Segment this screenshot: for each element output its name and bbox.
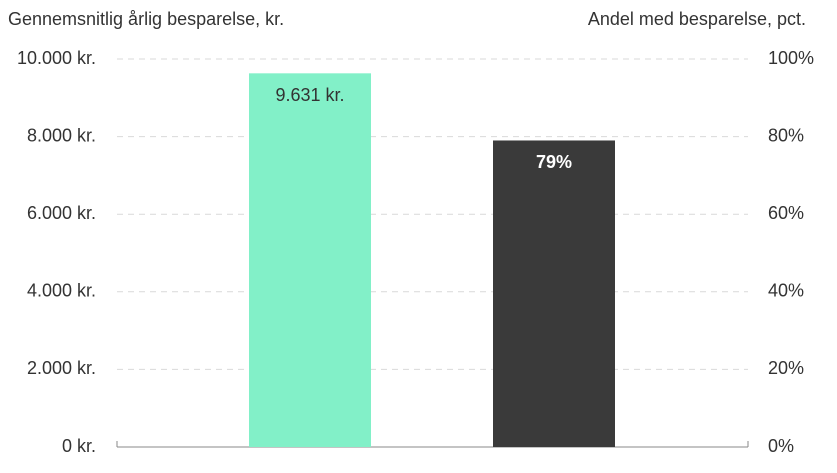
y-axis-title: Gennemsnitlig årlig besparelse, kr.	[8, 9, 284, 29]
bar	[249, 73, 371, 447]
y-tick-label: 0 kr.	[62, 436, 96, 456]
y-tick-label: 2.000 kr.	[27, 358, 96, 378]
y2-tick-label: 20%	[768, 358, 804, 378]
y-tick-label: 4.000 kr.	[27, 281, 96, 301]
y2-tick-label: 100%	[768, 48, 814, 68]
y-tick-label: 8.000 kr.	[27, 125, 96, 145]
bar	[493, 140, 615, 448]
data-label: 79%	[536, 152, 572, 172]
y-tick-label: 6.000 kr.	[27, 203, 96, 223]
y2-tick-label: 80%	[768, 125, 804, 145]
data-label: 9.631 kr.	[275, 85, 344, 105]
y-tick-label: 10.000 kr.	[17, 48, 96, 68]
y2-axis-title: Andel med besparelse, pct.	[588, 9, 806, 29]
y2-tick-label: 0%	[768, 436, 794, 456]
y2-tick-label: 60%	[768, 203, 804, 223]
y2-tick-label: 40%	[768, 281, 804, 301]
